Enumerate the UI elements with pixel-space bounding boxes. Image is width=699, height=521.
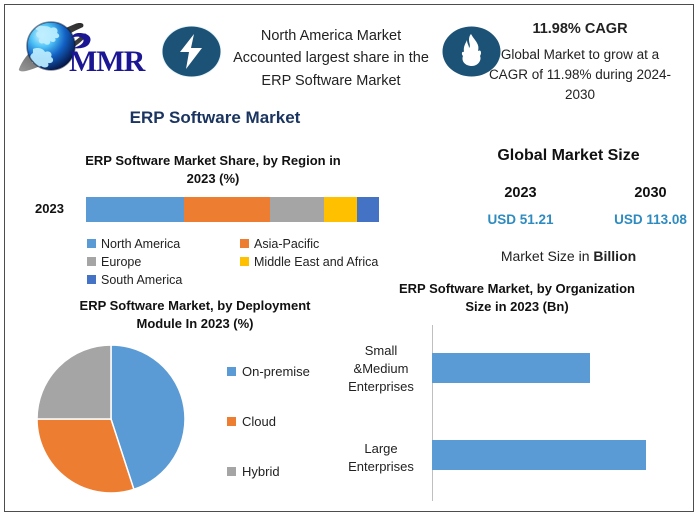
svg-text:MMR: MMR (69, 45, 146, 78)
